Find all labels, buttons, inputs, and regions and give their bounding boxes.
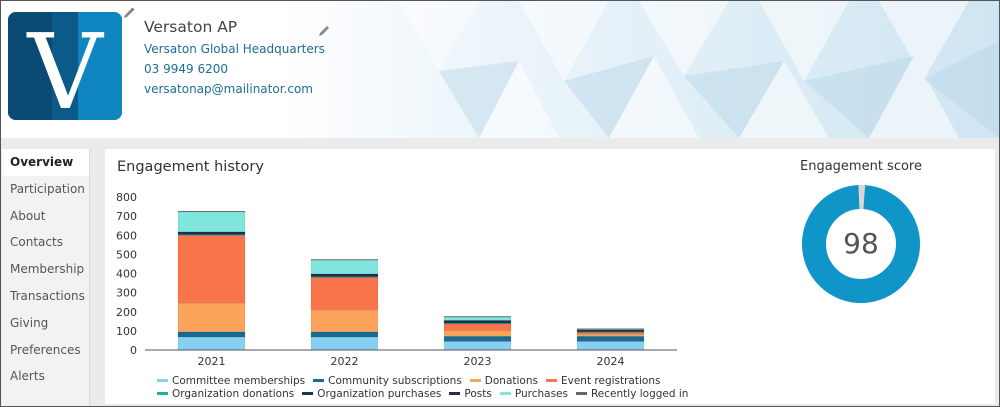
x-tick-label: 2022 [331,355,359,368]
y-tick-label: 800 [116,191,137,204]
y-tick-label: 0 [130,344,137,357]
legend-item[interactable]: Event registrations [545,374,661,387]
legend-row: Organization donations Organization purch… [157,387,688,400]
sidebar-item-alerts[interactable]: Alerts [10,369,45,384]
sidebar-item-preferences[interactable]: Preferences [10,342,81,357]
legend-label: Donations [484,374,538,387]
edit-details-pencil-icon[interactable] [317,24,331,38]
legend-label: Recently logged in [590,387,689,400]
legend-swatch [499,392,511,395]
legend-label: Committee memberships [172,374,306,387]
legend-swatch [545,379,557,382]
legend-item[interactable]: Organization donations [157,388,294,400]
organization-phone[interactable]: 03 9949 6200 [144,62,228,76]
bar-segment [177,210,246,213]
bar-segment [443,316,512,318]
y-tick-label: 700 [116,210,137,223]
y-tick-label: 200 [116,306,137,319]
legend-swatch [302,392,314,395]
bar-segment [177,336,246,351]
legend-swatch [157,392,168,395]
bar-segment [443,322,512,325]
bar-segment [576,341,645,351]
bar-segment [177,302,246,333]
legend-label: Organization donations [172,387,295,400]
bar-segment [310,331,379,338]
legend-swatch [449,392,461,395]
legend-label: Purchases [514,387,568,400]
x-tick-label: 2023 [464,355,492,368]
legend-label: Organization purchases [317,387,442,400]
chart-legend: Committee memberships Community subscript… [157,374,688,400]
legend-item[interactable]: Posts [449,387,492,400]
legend-item[interactable]: Organization purchases [302,388,441,400]
y-tick-label: 600 [116,229,137,242]
bar-segment [576,335,645,342]
bar-segment [443,341,512,351]
legend-swatch [469,379,481,382]
x-tick-label: 2024 [597,355,625,368]
legend-swatch [157,379,168,382]
bar-segment [310,259,379,275]
organization-address[interactable]: Versaton Global Headquarters [144,42,325,56]
bar-segment [177,331,246,338]
legend-item[interactable]: Committee memberships [157,375,305,387]
profile-header: V Versaton AP Versaton Global Headquarte… [1,1,999,138]
engagement-score-value: 98 [843,227,879,260]
organization-name: Versaton AP [144,18,238,36]
sidebar-item-participation[interactable]: Participation [10,181,85,196]
sidebar-nav: Overview Participation About Contacts Me… [2,149,90,406]
sidebar-item-contacts[interactable]: Contacts [10,235,63,250]
sidebar-item-membership[interactable]: Membership [10,262,85,277]
y-tick-label: 400 [116,268,137,281]
logo-letter: V [25,12,104,120]
sidebar-item-about[interactable]: About [10,208,46,223]
legend-label: Event registrations [560,374,661,387]
sidebar-item-overview[interactable]: Overview [2,149,89,176]
bar-segment [310,277,379,311]
sidebar-item-giving[interactable]: Giving [10,315,49,330]
legend-label: Posts [464,387,492,400]
engagement-score-donut [802,185,920,303]
legend-swatch [313,379,325,382]
overview-panel: 0 100 200 300 400 500 600 700 800 2021 2022 2023 202… [105,149,995,404]
x-tick-label: 2021 [198,355,226,368]
edit-logo-pencil-icon[interactable] [122,6,136,20]
bar-segment [576,328,645,330]
legend-item[interactable]: Donations [469,374,538,387]
bar-segment [443,330,512,337]
legend-item[interactable]: Purchases [499,387,568,400]
y-tick-label: 300 [116,287,137,300]
organization-email[interactable]: versatonap@mailinator.com [144,82,313,96]
bar-segment [310,336,379,351]
organization-logo[interactable]: V [8,12,122,120]
bar-segment [177,211,246,233]
bar-segment [310,309,379,333]
sidebar-item-transactions[interactable]: Transactions [10,288,85,303]
header-background-pattern [279,1,999,138]
y-tick-label: 500 [116,248,137,261]
engagement-history-chart: 0 100 200 300 400 500 600 700 800 2021 2022 2023 202… [116,191,677,368]
legend-label: Community subscriptions [328,374,462,387]
engagement-score-title: Engagement score [800,159,922,174]
bar-segment [576,334,645,337]
legend-swatch [575,392,587,395]
legend-row: Committee memberships Community subscript… [157,374,661,387]
donut-score-arc [802,185,920,303]
bar-segment [177,235,246,304]
bar-segment [443,323,512,331]
bar-segment [443,335,512,342]
y-tick-label: 100 [116,325,137,338]
legend-item[interactable]: Community subscriptions [313,375,462,387]
engagement-history-title: Engagement history [117,159,264,175]
legend-item[interactable]: Recently logged in [575,387,689,400]
bar-segment [310,259,379,261]
